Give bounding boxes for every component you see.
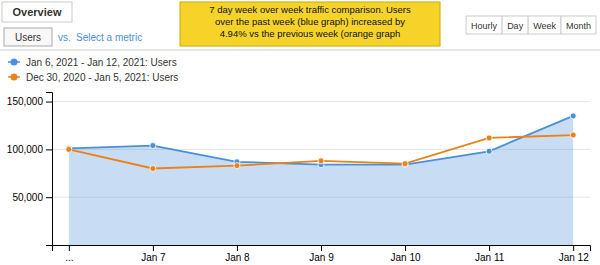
tab-label[interactable]: Overview bbox=[13, 6, 62, 18]
time-button-box[interactable] bbox=[528, 16, 561, 34]
time-button-box[interactable] bbox=[466, 16, 502, 34]
point bbox=[486, 148, 492, 154]
time-button[interactable]: Week bbox=[533, 21, 556, 31]
series-area bbox=[69, 116, 573, 245]
point bbox=[66, 146, 72, 152]
y-axis: 50,000 100,000 150,000 bbox=[7, 93, 53, 246]
point bbox=[402, 162, 408, 168]
metric-button[interactable]: Users bbox=[15, 32, 41, 43]
series-line bbox=[69, 116, 573, 165]
tooltip-box bbox=[180, 2, 440, 46]
x-tick-mark bbox=[321, 245, 322, 251]
x-tick: Jan 8 bbox=[225, 245, 250, 263]
select-metric[interactable]: Select a metric bbox=[76, 32, 142, 43]
tab-box[interactable] bbox=[2, 2, 72, 22]
legend-label: Jan 6, 2021 - Jan 12, 2021: Users bbox=[26, 57, 177, 68]
x-axis: ... Jan 7 Jan 8 Jan 9 Jan 10 Jan 11 Jan 12 bbox=[53, 245, 591, 263]
legend-marker bbox=[11, 74, 18, 81]
y-tick-mark bbox=[46, 149, 52, 150]
series-points bbox=[66, 132, 576, 171]
point bbox=[570, 132, 576, 138]
point bbox=[402, 161, 408, 167]
time-button-box[interactable] bbox=[561, 16, 596, 34]
x-tick-label: Jan 11 bbox=[475, 252, 505, 263]
time-button[interactable]: Hourly bbox=[471, 21, 498, 31]
marks bbox=[66, 113, 576, 245]
x-tick-label: Jan 9 bbox=[309, 252, 334, 263]
x-axis-line bbox=[53, 246, 591, 252]
plot: 50,000 100,000 150,000... Jan 7 Jan 8 Jan 9 Ja… bbox=[7, 93, 591, 264]
x-tick: Jan 10 bbox=[391, 245, 421, 263]
y-tick: 100,000 bbox=[7, 144, 52, 155]
legend: Jan 6, 2021 - Jan 12, 2021: Users Dec 30,… bbox=[8, 57, 178, 83]
x-tick: Jan 11 bbox=[475, 245, 505, 263]
x-tick: ... bbox=[65, 245, 73, 263]
legend-marker bbox=[11, 59, 18, 66]
x-tick-label: Jan 8 bbox=[225, 252, 250, 263]
point bbox=[318, 158, 324, 164]
x-tick-mark bbox=[237, 245, 238, 251]
point bbox=[570, 113, 576, 119]
metric-button-box[interactable] bbox=[4, 28, 52, 46]
point bbox=[234, 163, 240, 169]
time-buttons: Hourly Day Week Month bbox=[466, 16, 596, 34]
x-tick-label: Jan 10 bbox=[391, 252, 421, 263]
x-tick-mark bbox=[69, 245, 70, 251]
legend-label: Dec 30, 2020 - Jan 5, 2021: Users bbox=[26, 72, 178, 83]
vs-label: vs. bbox=[58, 32, 71, 43]
time-button[interactable]: Day bbox=[507, 21, 524, 31]
point bbox=[150, 166, 156, 172]
tooltip-line: 4.94% vs the previous week (orange graph bbox=[220, 28, 401, 39]
x-tick-mark bbox=[573, 245, 574, 251]
tooltip-line: over the past week (blue graph) increase… bbox=[215, 16, 405, 27]
x-tick: Jan 9 bbox=[309, 245, 334, 263]
x-tick-label: Jan 12 bbox=[559, 252, 589, 263]
x-tick-mark bbox=[153, 245, 154, 251]
x-tick-label: Jan 7 bbox=[141, 252, 166, 263]
time-button-box[interactable] bbox=[502, 16, 528, 34]
y-axis-line bbox=[46, 93, 53, 246]
y-tick: 150,000 bbox=[7, 96, 52, 107]
x-tick-mark bbox=[489, 245, 490, 251]
y-tick: 50,000 bbox=[12, 192, 52, 203]
point bbox=[66, 145, 72, 151]
point bbox=[486, 135, 492, 141]
y-tick-label: 150,000 bbox=[7, 96, 44, 107]
x-tick: Jan 12 bbox=[559, 245, 589, 263]
grid-line bbox=[52, 101, 590, 102]
header-rule bbox=[0, 50, 600, 51]
y-tick-label: 50,000 bbox=[12, 192, 43, 203]
x-tick-mark bbox=[405, 245, 406, 251]
tooltip-line: 7 day week over week traffic comparison.… bbox=[209, 4, 411, 15]
y-tick-label: 100,000 bbox=[7, 144, 44, 155]
y-tick-mark bbox=[46, 102, 52, 103]
x-tick: Jan 7 bbox=[141, 245, 166, 263]
header: Overview Users vs. Select a metric 7 day wee… bbox=[2, 2, 596, 46]
tooltip: 7 day week over week traffic comparison.… bbox=[209, 4, 411, 39]
series-points bbox=[66, 113, 576, 168]
time-button[interactable]: Month bbox=[566, 21, 591, 31]
series-line bbox=[69, 135, 573, 168]
x-tick-label: ... bbox=[65, 252, 73, 263]
y-tick-mark bbox=[46, 197, 52, 198]
point bbox=[150, 143, 156, 149]
legend-item: Jan 6, 2021 - Jan 12, 2021: Users bbox=[8, 57, 177, 68]
legend-item: Dec 30, 2020 - Jan 5, 2021: Users bbox=[8, 72, 178, 83]
